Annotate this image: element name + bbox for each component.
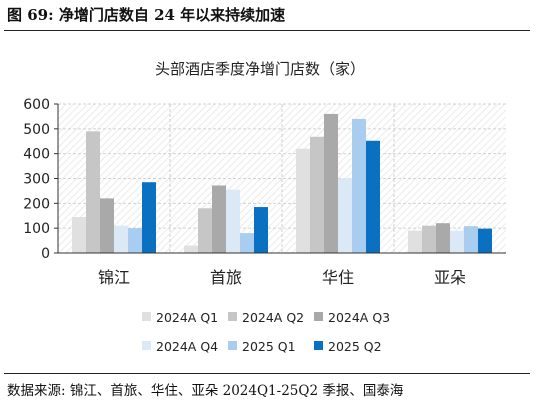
bar xyxy=(296,148,310,253)
chart-title: 头部酒店季度净增门店数（家） xyxy=(155,60,365,78)
bottom-rule xyxy=(4,373,530,374)
bar xyxy=(422,225,436,253)
bar xyxy=(436,223,450,253)
y-tick-label: 600 xyxy=(23,97,50,113)
figure-title: 图 69: 净增门店数自 24 年以来持续加速 xyxy=(7,6,286,24)
top-rule xyxy=(4,30,530,31)
x-category-label: 锦江 xyxy=(98,268,130,287)
legend-label: 2025 Q2 xyxy=(328,339,382,354)
bar xyxy=(310,136,324,253)
x-category-label: 亚朵 xyxy=(434,268,466,287)
bar xyxy=(408,230,422,253)
y-tick-label: 400 xyxy=(23,147,50,163)
bar xyxy=(464,226,478,253)
bar xyxy=(72,216,86,253)
legend-swatch xyxy=(314,312,323,321)
y-tick-label: 300 xyxy=(23,172,50,188)
bar xyxy=(184,245,198,253)
legend-swatch xyxy=(314,341,323,350)
legend-swatch xyxy=(142,312,151,321)
y-tick-label: 500 xyxy=(23,122,50,138)
bar xyxy=(366,140,380,253)
legend-label: 2024A Q1 xyxy=(156,310,218,325)
bar xyxy=(478,228,492,253)
legend-label: 2024A Q4 xyxy=(156,339,218,354)
bar xyxy=(86,131,100,253)
bar xyxy=(240,233,254,253)
legend-label: 2024A Q2 xyxy=(242,310,304,325)
x-category-label: 华住 xyxy=(322,268,354,287)
source-note: 数据来源: 锦江、首旅、华住、亚朵 2024Q1-25Q2 季报、国泰海 xyxy=(7,383,404,399)
bar xyxy=(100,198,114,253)
bar xyxy=(226,189,240,253)
legend-swatch xyxy=(228,312,237,321)
legend-swatch xyxy=(228,341,237,350)
legend-swatch xyxy=(142,341,151,350)
bar xyxy=(114,225,128,253)
bar xyxy=(338,178,352,253)
bar xyxy=(198,208,212,253)
y-tick-label: 100 xyxy=(23,221,50,237)
bar xyxy=(352,118,366,254)
bar xyxy=(212,185,226,253)
bar xyxy=(324,113,338,253)
legend-label: 2024A Q3 xyxy=(328,310,390,325)
x-category-label: 首旅 xyxy=(210,268,242,287)
bar xyxy=(254,207,268,253)
legend-label: 2025 Q1 xyxy=(242,339,296,354)
bar xyxy=(450,230,464,253)
y-tick-label: 200 xyxy=(23,196,50,212)
bar xyxy=(128,228,142,253)
bar xyxy=(142,182,156,253)
y-tick-label: 0 xyxy=(41,246,50,262)
